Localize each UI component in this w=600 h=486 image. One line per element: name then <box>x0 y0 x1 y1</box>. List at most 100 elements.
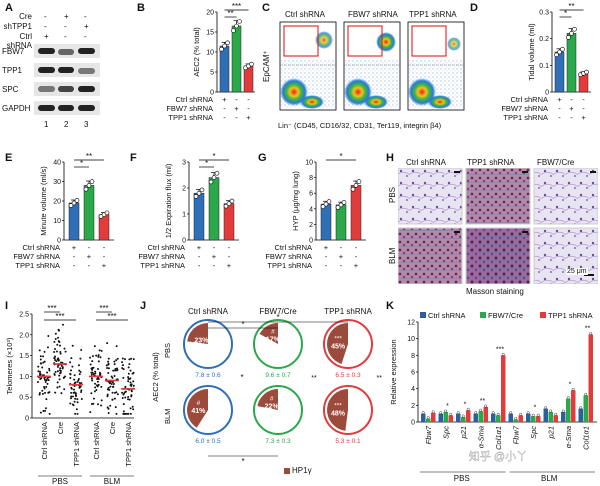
condition-label: FBW7 shRNA <box>501 104 548 113</box>
data-point <box>479 408 483 412</box>
condition-label: FBW7 shRNA <box>265 252 312 261</box>
y-tick-label: 1 <box>182 212 186 219</box>
data-point <box>79 357 82 360</box>
data-point <box>58 385 61 388</box>
data-point <box>39 411 42 414</box>
data-point <box>69 377 72 380</box>
y-tick-label: 2 <box>182 186 186 193</box>
data-point <box>41 392 44 395</box>
data-point <box>72 395 75 398</box>
data-point <box>569 31 574 36</box>
data-point <box>53 350 56 353</box>
data-point <box>56 381 59 384</box>
pct-label: 23% <box>194 337 209 344</box>
panel-letter-d: D <box>470 2 478 14</box>
data-point <box>100 399 103 402</box>
data-point <box>249 61 254 67</box>
data-point <box>90 373 93 376</box>
bar <box>443 412 448 422</box>
y-tick-label: 4 <box>309 206 313 213</box>
sign-mark: - <box>88 243 91 252</box>
data-point <box>39 373 42 376</box>
data-point <box>128 377 131 380</box>
data-point <box>113 360 116 363</box>
sig-mark: *** <box>107 312 116 321</box>
panel-letter-h: H <box>386 152 394 164</box>
data-point <box>78 373 81 376</box>
data-point <box>71 344 74 347</box>
data-point <box>91 355 94 358</box>
data-point <box>74 392 77 395</box>
sign-mark: + <box>87 252 92 261</box>
data-point <box>37 380 40 383</box>
blot-label-tpp1: TPP1 <box>2 66 23 75</box>
sig-mark: *** <box>47 304 56 313</box>
bar <box>518 415 523 422</box>
sig-mark: * <box>80 159 83 168</box>
y-tick-label: 10 <box>407 336 415 343</box>
row-label-cre: Cre <box>19 12 32 21</box>
pct-label: 22% <box>265 403 280 410</box>
sign-mark: - <box>198 252 201 261</box>
bar <box>438 413 443 422</box>
panel-letter-c: C <box>262 2 270 14</box>
h-row-label: PBS <box>388 186 397 203</box>
bar <box>421 413 426 422</box>
condition-label: TPP1 shRNA <box>15 261 60 270</box>
data-point <box>90 377 93 380</box>
sign-mark: - <box>235 95 238 104</box>
sig-mark: * <box>339 152 342 161</box>
data-point <box>106 388 109 391</box>
data-point <box>231 28 236 33</box>
pct-label: 17% <box>266 336 281 343</box>
data-point <box>107 407 110 410</box>
sign-mark: - <box>570 95 573 104</box>
sign-mark: + <box>72 243 77 252</box>
sign-mark: - <box>570 113 573 122</box>
data-point <box>90 371 93 374</box>
data-point <box>466 407 470 411</box>
y-tick-label: 0 <box>25 416 29 423</box>
data-point <box>106 367 109 370</box>
sig-mark: *** <box>334 335 342 342</box>
y-tick-label: 2 <box>411 403 415 410</box>
treatment-label: PBS <box>52 477 68 486</box>
data-point <box>129 412 132 415</box>
sig-mark: *** <box>99 304 108 313</box>
bar <box>508 413 513 422</box>
pct-label: 41% <box>191 408 206 415</box>
sign-mark: + <box>197 243 202 252</box>
y-axis-label: AEC2 (% total) <box>192 27 201 77</box>
condition-label: TPP1 shRNA <box>267 261 312 270</box>
data-point <box>439 411 443 415</box>
data-point <box>326 199 332 204</box>
data-point <box>53 373 56 376</box>
data-point <box>104 210 110 216</box>
data-point <box>71 200 77 206</box>
sign-mark: - <box>84 32 87 41</box>
data-point <box>96 385 99 388</box>
legend-label: Ctrl shRNA <box>428 311 466 320</box>
data-point <box>341 200 347 205</box>
y-tick-label: 12 <box>407 320 415 327</box>
data-point <box>124 412 127 415</box>
stat-label: 6.0 ± 0.5 <box>195 438 221 445</box>
gene-label: Spc <box>529 426 538 439</box>
data-point <box>130 357 133 360</box>
data-point <box>113 375 116 378</box>
treatment-label: BLM <box>104 477 121 486</box>
data-point <box>115 359 118 362</box>
data-point <box>39 358 42 361</box>
panel-letter-g: G <box>258 152 267 164</box>
bar <box>448 415 453 422</box>
panel-letter-i: I <box>5 300 9 312</box>
data-point <box>80 382 83 385</box>
data-point <box>571 387 575 391</box>
data-point <box>94 382 97 385</box>
group-label: BLM <box>541 474 558 483</box>
bar <box>566 33 577 93</box>
sign-mark: - <box>558 113 561 122</box>
data-point <box>130 394 133 397</box>
data-point <box>536 413 540 417</box>
panel-letter-b: B <box>137 2 145 14</box>
